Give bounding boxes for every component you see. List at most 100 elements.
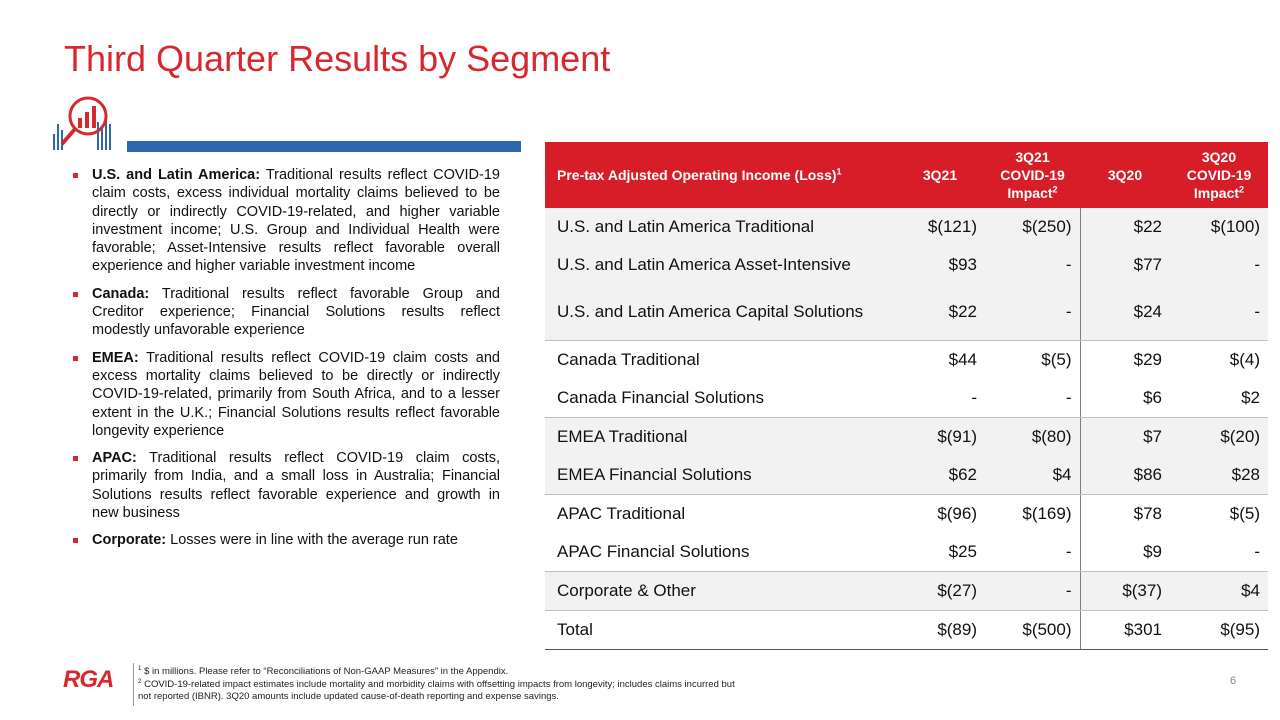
- value-cell: $4: [1170, 571, 1268, 611]
- bullet: Corporate: Losses were in line with the …: [70, 531, 500, 549]
- value-cell: -: [895, 379, 985, 418]
- bullet-label: Corporate:: [92, 532, 167, 549]
- bullet-label: U.S. and Latin America:: [92, 167, 261, 183]
- value-cell: $(91): [895, 417, 985, 456]
- value-cell: -: [985, 246, 1081, 284]
- label-cell: EMEA Traditional: [545, 417, 895, 456]
- footnotes: 1 $ in millions. Please refer to “Reconc…: [138, 664, 738, 704]
- label-cell: APAC Financial Solutions: [545, 533, 895, 572]
- header-text: 3Q20: [1107, 167, 1143, 183]
- table-row: APAC Traditional $(96) $(169) $78 $(5): [545, 494, 1268, 533]
- value-cell: -: [1170, 246, 1268, 284]
- label-cell: Canada Traditional: [557, 350, 700, 369]
- bullet-label: Canada:: [92, 285, 150, 302]
- bullet: APAC: Traditional results reflect COVID-…: [70, 449, 500, 522]
- table-row: Corporate & Other $(27) - $(37) $4: [545, 571, 1268, 611]
- table-row: U.S. and Latin America Asset-Intensive $9…: [545, 246, 1268, 284]
- value-cell: -: [985, 571, 1081, 611]
- footnote: 1 $ in millions. Please refer to “Reconc…: [138, 664, 738, 679]
- value-cell: $22: [895, 284, 985, 341]
- value-cell: $62: [895, 456, 985, 495]
- results-table: Pre-tax Adjusted Operating Income (Loss)…: [545, 142, 1268, 650]
- table-row: Total $(89) $(500) $301 $(95): [545, 610, 1268, 650]
- header-sup: 2: [1239, 184, 1245, 195]
- page-number: 6: [1230, 675, 1237, 687]
- value-cell: $(37): [1080, 571, 1170, 611]
- value-cell: $86: [1080, 456, 1170, 495]
- header-sup: 2: [1052, 184, 1058, 195]
- bullet-text: Traditional results reflect COVID-19 cla…: [92, 349, 500, 439]
- value-cell: $(250): [985, 208, 1081, 246]
- icon: [53, 96, 111, 150]
- label-cell: U.S. and Latin America Asset-Intensive: [545, 246, 895, 284]
- header-sup: 1: [836, 166, 842, 177]
- footnote-sup: 1: [138, 664, 142, 672]
- label-cell: Corporate & Other: [545, 571, 895, 611]
- header-cell: 3Q21 COVID-19 Impact2: [985, 142, 1080, 208]
- value-cell: $301: [1080, 610, 1170, 650]
- label-cell: Total: [545, 610, 895, 650]
- header-row: Pre-tax Adjusted Operating Income (Loss)…: [545, 142, 1268, 208]
- table-row: Canada Traditional $44 $(5) $29 $(4): [545, 340, 1268, 379]
- bullet: Canada: Traditional results reflect favo…: [70, 285, 500, 340]
- header-cell: Pre-tax Adjusted Operating Income (Loss)…: [545, 142, 895, 208]
- value-cell: $4: [985, 456, 1081, 495]
- value-cell: -: [985, 533, 1081, 572]
- label-cell: U.S. and Latin America Traditional: [545, 208, 895, 246]
- label-cell: U.S. and Latin America Capital Solutions: [545, 284, 895, 341]
- value-cell: $(4): [1229, 350, 1260, 369]
- bullet-text: Traditional results reflect favorable Gr…: [92, 285, 500, 339]
- value-cell: $(5): [985, 340, 1081, 379]
- label-cell: APAC Traditional: [557, 504, 686, 523]
- value-cell: $(89): [895, 610, 985, 650]
- table-row: EMEA Financial Solutions $62 $4 $86 $28: [545, 456, 1268, 495]
- value-cell: $24: [1080, 284, 1170, 341]
- value-cell: $28: [1170, 456, 1268, 495]
- header-text: Pre-tax Adjusted Operating Income (Loss): [557, 167, 837, 183]
- value-cell: $78: [1133, 504, 1162, 523]
- table-row: U.S. and Latin America Traditional $(121)…: [545, 208, 1268, 246]
- bullet-text: Losses were in line with the average run…: [170, 532, 458, 549]
- table-row: APAC Financial Solutions $25- $9-: [545, 533, 1268, 572]
- title: Third Quarter Results by Segment: [64, 38, 611, 79]
- value-cell: $(5): [1229, 504, 1260, 523]
- label-cell: EMEA Financial Solutions: [545, 456, 895, 495]
- header-cell: 3Q20: [1080, 142, 1170, 208]
- value-cell: $6: [1080, 379, 1170, 418]
- bullet-label: EMEA:: [92, 349, 139, 366]
- table-row: EMEA Traditional $(91) $(80) $7 $(20): [545, 417, 1268, 456]
- bullet-text: Traditional results reflect COVID-19 cla…: [92, 167, 500, 275]
- header-text: 3Q21 COVID-19 Impact: [1000, 149, 1065, 201]
- value-cell: -: [985, 284, 1081, 341]
- value-cell: $2: [1170, 379, 1268, 418]
- footnote-text: COVID-19-related impact estimates includ…: [138, 678, 735, 703]
- divider: [133, 663, 134, 706]
- value-cell: -: [1170, 533, 1268, 572]
- value-cell: -: [985, 379, 1081, 418]
- bullet-list: U.S. and Latin America: Traditional resu…: [70, 166, 500, 559]
- value-cell: $77: [1080, 246, 1170, 284]
- accent-bar: [127, 141, 521, 152]
- value-cell: -: [1170, 284, 1268, 341]
- bullet: EMEA: Traditional results reflect COVID-…: [70, 349, 500, 440]
- label-cell: Canada Financial Solutions: [545, 379, 895, 418]
- footnote: 2 COVID-19-related impact estimates incl…: [138, 677, 738, 704]
- header-text: 3Q21: [922, 167, 958, 183]
- value-cell: $25: [895, 533, 985, 572]
- value-cell: $(100): [1170, 208, 1268, 246]
- value-cell: $9: [1080, 533, 1170, 572]
- header-cell: 3Q20 COVID-19 Impact2: [1170, 142, 1268, 208]
- footnote-sup: 2: [138, 677, 142, 685]
- value-cell: $93: [895, 246, 985, 284]
- value-cell: $(96): [937, 504, 977, 523]
- footnote-text: $ in millions. Please refer to “Reconcil…: [144, 666, 509, 677]
- value-cell: $7: [1080, 417, 1170, 456]
- value-cell: $(95): [1170, 610, 1268, 650]
- bullet-label: APAC:: [92, 450, 137, 467]
- table-row: Canada Financial Solutions - - $6 $2: [545, 379, 1268, 418]
- value-cell: $(20): [1170, 417, 1268, 456]
- value-cell: $(500): [985, 610, 1081, 650]
- value-cell: $22: [1080, 208, 1170, 246]
- bullet: U.S. and Latin America: Traditional resu…: [70, 166, 500, 276]
